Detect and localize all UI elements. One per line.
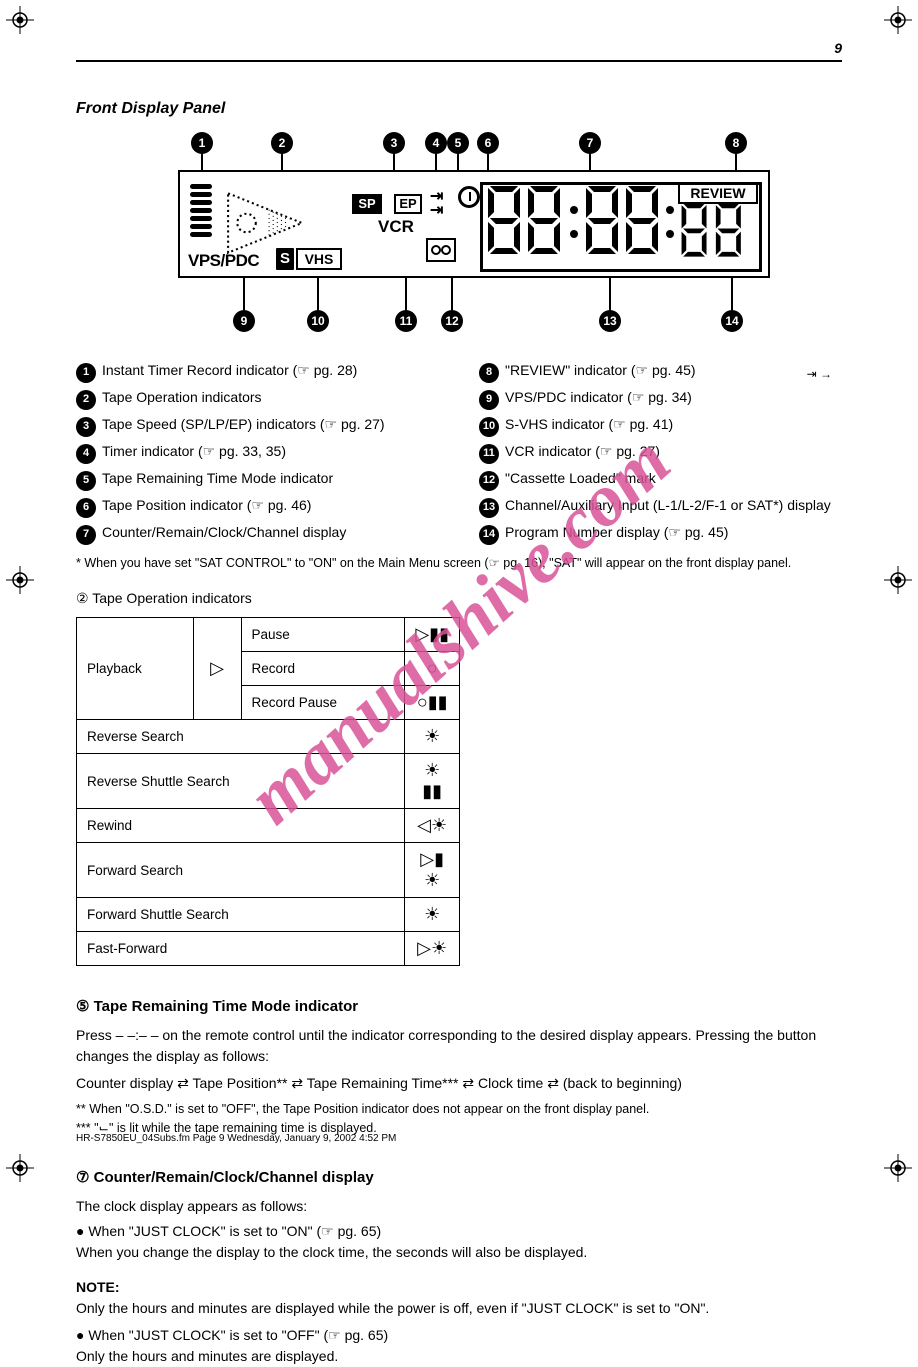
clock-display-section: ⑦ Counter/Remain/Clock/Channel display T… xyxy=(76,1167,842,1367)
s-label: S xyxy=(276,248,294,270)
desc-item: 14Program Number display (☞ pg. 45) xyxy=(479,522,842,545)
callout-6: 6 xyxy=(477,132,499,154)
desc-item: 1Instant Timer Record indicator (☞ pg. 2… xyxy=(76,360,439,383)
desc-item: 4Timer indicator (☞ pg. 33, 35) xyxy=(76,441,439,464)
callout-12: 12 xyxy=(441,310,463,332)
callout-9: 9 xyxy=(233,310,255,332)
callout-4: 4 xyxy=(425,132,447,154)
vps-pdc-label: VPS/PDC xyxy=(188,252,259,269)
desc-item: 9VPS/PDC indicator (☞ pg. 34) xyxy=(479,387,842,410)
tape-position-arrows-icon: ⇥⇥ xyxy=(430,190,443,218)
vcr-label: VCR xyxy=(378,218,414,235)
clock-line1: ● When "JUST CLOCK" is set to "ON" (☞ pg… xyxy=(76,1221,842,1242)
remain-body: Press – –:– – on the remote control unti… xyxy=(76,1025,842,1067)
footer-left: HR-S7850EU_04Subs.fm Page 9 Wednesday, J… xyxy=(76,1133,396,1144)
review-seven-seg xyxy=(680,202,762,264)
sp-label: SP xyxy=(352,194,382,214)
desc-item: 5Tape Remaining Time Mode indicator xyxy=(76,468,439,491)
clock-note-head: NOTE: xyxy=(76,1279,120,1295)
page-footer: HR-S7850EU_04Subs.fm Page 9 Wednesday, J… xyxy=(76,1132,842,1144)
regmark-ml xyxy=(6,566,34,594)
section-title: Front Display Panel xyxy=(76,100,842,118)
regmark-tl xyxy=(6,6,34,34)
desc-item: 8"REVIEW" indicator (☞ pg. 45) xyxy=(479,360,842,383)
top-rule xyxy=(76,60,842,62)
clock-line1b: When you change the display to the clock… xyxy=(76,1242,842,1263)
remain-mini-icons: ⇥ → xyxy=(807,368,832,381)
desc-item: 6Tape Position indicator (☞ pg. 46) xyxy=(76,495,439,518)
callout-description-list: 1Instant Timer Record indicator (☞ pg. 2… xyxy=(76,360,842,549)
desc-item: 13Channel/Auxiliary Input (L-1/L-2/F-1 o… xyxy=(479,495,842,518)
regmark-mr xyxy=(884,566,912,594)
desc-item: 10S-VHS indicator (☞ pg. 41) xyxy=(479,414,842,437)
desc-item: 11VCR indicator (☞ pg. 27) xyxy=(479,441,842,464)
callout-11: 11 xyxy=(395,310,417,332)
callout-7: 7 xyxy=(579,132,601,154)
desc-item: 3Tape Speed (SP/LP/EP) indicators (☞ pg.… xyxy=(76,414,439,437)
desc-item: 7Counter/Remain/Clock/Channel display xyxy=(76,522,439,545)
clock-lead: The clock display appears as follows: xyxy=(76,1196,842,1217)
page-content: Front Display Panel 1 2 3 4 5 6 7 8 9 10… xyxy=(76,66,842,1367)
clock-line2: ● When "JUST CLOCK" is set to "OFF" (☞ p… xyxy=(76,1325,842,1346)
callout-10: 10 xyxy=(307,310,329,332)
remaining-time-section: ⑤ Tape Remaining Time Mode indicator Pre… xyxy=(76,996,842,1137)
table-caption: ② Tape Operation indicators xyxy=(76,590,842,607)
callout-5: 5 xyxy=(447,132,469,154)
regmark-br xyxy=(884,1154,912,1182)
callout-14: 14 xyxy=(721,310,743,332)
clock-icon xyxy=(458,186,480,208)
regmark-tr xyxy=(884,6,912,34)
callout-3: 3 xyxy=(383,132,405,154)
remain-title: ⑤ Tape Remaining Time Mode indicator xyxy=(76,996,842,1019)
desc-item: 2Tape Operation indicators xyxy=(76,387,439,410)
callout-1: 1 xyxy=(191,132,213,154)
callout-13: 13 xyxy=(599,310,621,332)
main-seven-seg xyxy=(486,184,676,266)
desc-item: 12"Cassette Loaded" mark xyxy=(479,468,842,491)
clock-title: ⑦ Counter/Remain/Clock/Channel display xyxy=(76,1167,842,1190)
ep-label: EP xyxy=(394,194,422,214)
review-label: REVIEW xyxy=(678,182,758,204)
display-panel-diagram: 1 2 3 4 5 6 7 8 9 10 11 12 13 14 xyxy=(109,124,809,354)
sat-footnote: * When you have set "SAT CONTROL" to "ON… xyxy=(76,555,842,573)
regmark-bl xyxy=(6,1154,34,1182)
clock-line2b: Only the hours and minutes are displayed… xyxy=(76,1346,842,1367)
cassette-icon xyxy=(426,238,456,262)
tape-operation-table: Playback▷Pause▷▮▮Record○Record Pause○▮▮R… xyxy=(76,617,460,966)
remain-footnote-a: ** When "O.S.D." is set to "OFF", the Ta… xyxy=(76,1100,842,1119)
callout-2: 2 xyxy=(271,132,293,154)
display-panel-box: VPS/PDC S VHS SP EP VCR ⇥⇥ xyxy=(178,170,770,278)
vhs-label: VHS xyxy=(296,248,342,270)
remain-sequence: Counter display ⇄ Tape Position** ⇄ Tape… xyxy=(76,1073,842,1094)
callout-8: 8 xyxy=(725,132,747,154)
page-number: 9 xyxy=(834,40,842,56)
itr-bars-icon xyxy=(190,184,212,240)
clock-note-body: Only the hours and minutes are displayed… xyxy=(76,1298,842,1319)
